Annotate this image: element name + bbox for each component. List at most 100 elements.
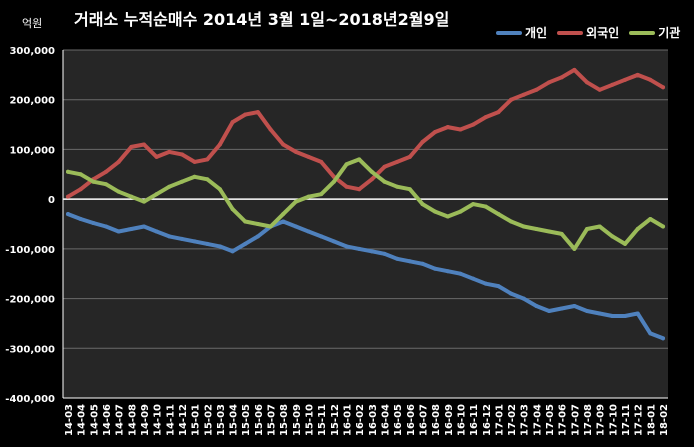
series-2-point-0 [66, 169, 70, 174]
y-tick-label-7: -400,000 [5, 394, 55, 405]
x-tick-label-47: 18-02 [659, 404, 670, 436]
series-2-point-27 [407, 187, 412, 192]
series-0-point-2 [91, 221, 96, 226]
y-tick-label-0: 300,000 [9, 46, 55, 57]
series-0-point-33 [483, 281, 488, 286]
series-1-point-37 [534, 87, 539, 92]
series-1-point-34 [496, 110, 501, 115]
series-1-point-22 [344, 184, 349, 189]
series-1-point-13 [230, 120, 235, 125]
series-1-point-1 [78, 187, 83, 192]
x-tick-label-40: 17-07 [570, 404, 581, 436]
x-tick-label-1: 14-04 [77, 404, 88, 436]
series-2-point-43 [610, 234, 615, 239]
series-1-point-27 [407, 154, 412, 159]
series-2-point-46 [648, 217, 653, 222]
legend-label-2: 기관 [658, 26, 681, 40]
plot-background [63, 50, 668, 398]
series-1-point-7 [154, 154, 159, 159]
series-0-point-32 [471, 276, 476, 281]
x-tick-label-7: 14-10 [153, 404, 164, 436]
series-2-point-10 [192, 174, 197, 179]
series-2-point-12 [217, 187, 222, 192]
series-2-point-9 [179, 179, 184, 184]
series-0-point-24 [369, 249, 374, 254]
series-0-point-43 [610, 313, 615, 318]
series-0-point-22 [344, 244, 349, 249]
series-0-point-46 [648, 331, 653, 336]
series-2-point-29 [433, 209, 438, 214]
series-1-point-36 [521, 92, 526, 97]
series-1-point-17 [281, 142, 286, 147]
series-2-point-5 [129, 194, 134, 199]
series-0-point-12 [217, 244, 222, 249]
series-2-point-14 [243, 219, 248, 224]
series-2-point-26 [395, 184, 400, 189]
series-0-point-19 [306, 229, 311, 234]
x-tick-label-42: 17-09 [596, 404, 607, 436]
series-0-point-26 [395, 256, 400, 261]
series-1-point-16 [268, 127, 273, 132]
series-0-point-1 [78, 217, 83, 222]
series-2-point-6 [141, 199, 146, 204]
y-tick-label-6: -300,000 [5, 344, 55, 355]
series-0-point-4 [116, 229, 121, 234]
series-1-point-33 [483, 115, 488, 120]
series-2-point-44 [623, 241, 628, 246]
series-2-point-42 [597, 224, 602, 229]
series-2-point-39 [559, 231, 564, 236]
series-1-point-24 [369, 177, 374, 182]
series-1-point-23 [357, 187, 362, 192]
series-1-point-19 [306, 154, 311, 159]
series-1-point-9 [179, 152, 184, 157]
x-tick-label-9: 14-12 [178, 404, 189, 436]
series-1-point-0 [66, 194, 70, 199]
x-tick-label-22: 16-01 [343, 404, 354, 436]
series-1-point-31 [458, 127, 463, 132]
series-0-point-9 [179, 236, 184, 241]
x-tick-label-17: 15-08 [279, 404, 290, 436]
x-tick-label-44: 17-11 [621, 404, 632, 436]
series-1-point-44 [623, 77, 628, 82]
series-2-point-47 [661, 224, 665, 229]
series-2-point-18 [293, 199, 298, 204]
x-tick-label-33: 16-12 [482, 404, 493, 436]
x-tick-label-37: 17-04 [532, 404, 543, 436]
series-1-point-10 [192, 159, 197, 164]
series-2-point-21 [331, 179, 336, 184]
x-tick-label-43: 17-10 [608, 404, 619, 436]
legend-item-2: 기관 [629, 24, 680, 41]
x-tick-label-25: 16-04 [380, 404, 391, 436]
series-0-point-18 [293, 224, 298, 229]
series-1-point-8 [167, 149, 172, 154]
series-2-point-30 [445, 214, 450, 219]
x-tick-label-45: 17-12 [634, 404, 645, 436]
series-2-point-19 [306, 194, 311, 199]
series-1-point-40 [572, 67, 577, 72]
series-1-point-43 [610, 82, 615, 87]
series-1-point-18 [293, 149, 298, 154]
series-1-point-39 [559, 75, 564, 80]
x-tick-label-23: 16-02 [355, 404, 366, 436]
series-2-point-13 [230, 207, 235, 212]
x-tick-label-2: 14-05 [89, 404, 100, 436]
series-2-point-40 [572, 246, 577, 251]
series-2-point-4 [116, 189, 121, 194]
x-tick-label-8: 14-11 [165, 404, 176, 436]
series-2-point-7 [154, 192, 159, 197]
x-tick-label-27: 16-06 [406, 404, 417, 436]
series-0-point-47 [661, 336, 665, 341]
x-tick-label-4: 14-07 [115, 404, 126, 436]
series-1-point-47 [661, 85, 665, 90]
series-0-point-30 [445, 269, 450, 274]
series-1-point-11 [205, 157, 210, 162]
legend: 개인 외국인 기관 [496, 24, 680, 41]
y-tick-label-2: 100,000 [9, 145, 55, 156]
series-1-point-12 [217, 142, 222, 147]
x-tick-label-26: 16-05 [393, 404, 404, 436]
x-tick-label-30: 16-09 [444, 404, 455, 436]
series-2-point-36 [521, 224, 526, 229]
series-line-1 [66, 67, 665, 199]
x-tick-label-15: 15-06 [254, 404, 265, 436]
series-1-point-35 [509, 97, 514, 102]
